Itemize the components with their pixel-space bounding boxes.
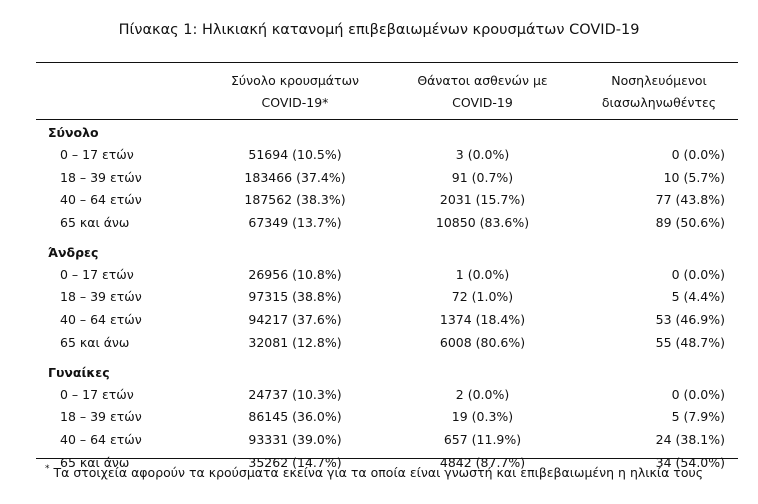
age-group-label: 18 – 39 ετών xyxy=(60,409,142,425)
age-group-label: 18 – 39 ετών xyxy=(60,169,142,185)
top-rule xyxy=(36,62,738,63)
deaths-cell: 91 (0.7%) xyxy=(451,169,514,185)
intubated-cell: 0 (0.0%) xyxy=(671,266,725,282)
deaths-cell: 10850 (83.6%) xyxy=(435,215,530,231)
column-header-line: COVID-19* xyxy=(261,95,329,110)
age-group-label: 65 και άνω xyxy=(60,334,130,350)
footnote-text: Τα στοιχεία αφορούν τα κρούσματα εκείνα … xyxy=(49,465,704,481)
intubated-cell: 77 (43.8%) xyxy=(655,192,725,208)
total-cases-cell: 26956 (10.8%) xyxy=(248,266,342,282)
table-title: Πίνακας 1: Ηλικιακή κατανομή επιβεβαιωμέ… xyxy=(118,22,640,38)
age-group-label: 40 – 64 ετών xyxy=(60,192,142,208)
column-header-line: Νοσηλευόμενοι xyxy=(611,73,707,88)
age-group-label: 40 – 64 ετών xyxy=(60,431,142,447)
deaths-cell: 6008 (80.6%) xyxy=(439,334,526,350)
table-row: 65 και άνω 67349 (13.7%) 10850 (83.6%) 89 (… xyxy=(36,212,738,235)
deaths-cell: 2031 (15.7%) xyxy=(439,192,526,208)
group-title: Σύνολο xyxy=(48,125,99,140)
intubated-cell: 55 (48.7%) xyxy=(655,334,725,350)
table-row: 0 – 17 ετών 26956 (10.8%) 1 (0.0%) 0 (0.0%) xyxy=(36,264,738,287)
deaths-cell: 19 (0.3%) xyxy=(451,409,514,425)
bottom-rule xyxy=(36,458,738,459)
deaths-cell: 3 (0.0%) xyxy=(455,147,510,162)
column-header-line: διασωληνωθέντες xyxy=(601,95,717,110)
footnote: * Τα στοιχεία αφορούν τα κρούσματα εκείν… xyxy=(45,464,704,481)
table-row: 65 και άνω 32081 (12.8%) 6008 (80.6%) 55 (4… xyxy=(36,332,738,355)
total-cases-cell: 51694 (10.5%) xyxy=(248,147,342,162)
age-group-label: 0 – 17 ετών xyxy=(60,386,134,402)
header-rule xyxy=(36,119,738,120)
intubated-cell: 5 (7.9%) xyxy=(671,409,725,425)
column-header-deaths: Θάνατοι ασθενών με COVID-19 xyxy=(385,70,580,114)
intubated-cell: 0 (0.0%) xyxy=(671,147,725,162)
total-cases-cell: 187562 (38.3%) xyxy=(244,192,346,208)
deaths-cell: 1374 (18.4%) xyxy=(439,312,526,328)
age-group-label: 18 – 39 ετών xyxy=(60,289,142,305)
deaths-cell: 2 (0.0%) xyxy=(455,386,510,402)
group-title: Γυναίκες xyxy=(48,364,110,380)
age-group-label: 65 και άνω xyxy=(60,215,130,231)
column-header-total-cases: Σύνολο κρουσμάτων COVID-19* xyxy=(205,70,385,114)
age-group-label: 40 – 64 ετών xyxy=(60,312,142,328)
table-row: 0 – 17 ετών 51694 (10.5%) 3 (0.0%) 0 (0.0%) xyxy=(36,144,738,167)
table-row: 40 – 64 ετών 94217 (37.6%) 1374 (18.4%) 53 … xyxy=(36,309,738,332)
total-cases-cell: 86145 (36.0%) xyxy=(248,409,342,425)
intubated-cell: 89 (50.6%) xyxy=(655,215,725,231)
group-title: Άνδρες xyxy=(48,244,99,260)
table-row: 40 – 64 ετών 93331 (39.0%) 657 (11.9%) 24 (… xyxy=(36,429,738,452)
column-header-line: Σύνολο κρουσμάτων xyxy=(230,73,360,88)
table-row: 18 – 39 ετών 97315 (38.8%) 72 (1.0%) 5 (4.4… xyxy=(36,286,738,309)
total-cases-cell: 24737 (10.3%) xyxy=(248,386,342,402)
table-row: 40 – 64 ετών 187562 (38.3%) 2031 (15.7%) 77… xyxy=(36,189,738,212)
total-cases-cell: 32081 (12.8%) xyxy=(248,334,342,350)
table-body: Σύνολο 0 – 17 ετών 51694 (10.5%) 3 (0.0%) 0 … xyxy=(36,121,738,474)
table-row: 18 – 39 ετών 86145 (36.0%) 19 (0.3%) 5 (7.9… xyxy=(36,406,738,429)
total-cases-cell: 97315 (38.8%) xyxy=(248,289,342,305)
intubated-cell: 24 (38.1%) xyxy=(655,431,725,447)
total-cases-cell: 94217 (37.6%) xyxy=(248,312,342,328)
deaths-cell: 657 (11.9%) xyxy=(443,431,522,447)
age-group-label: 0 – 17 ετών xyxy=(60,266,134,282)
deaths-cell: 1 (0.0%) xyxy=(455,266,510,282)
footnote-mark: * xyxy=(45,464,50,474)
table-row: 18 – 39 ετών 183466 (37.4%) 91 (0.7%) 10 (5… xyxy=(36,167,738,190)
age-group-label: 0 – 17 ετών xyxy=(60,147,134,162)
column-header-line: COVID-19 xyxy=(452,95,513,110)
total-cases-cell: 183466 (37.4%) xyxy=(244,169,346,185)
intubated-cell: 10 (5.7%) xyxy=(663,169,725,185)
deaths-cell: 72 (1.0%) xyxy=(451,289,514,305)
intubated-cell: 5 (4.4%) xyxy=(671,289,725,305)
intubated-cell: 53 (46.9%) xyxy=(655,312,725,328)
column-header-line: Θάνατοι ασθενών με xyxy=(417,73,548,88)
table-row: 0 – 17 ετών 24737 (10.3%) 2 (0.0%) 0 (0.0%) xyxy=(36,384,738,407)
intubated-cell: 0 (0.0%) xyxy=(671,386,725,402)
column-header-intubated: Νοσηλευόμενοι διασωληνωθέντες xyxy=(580,70,738,114)
total-cases-cell: 67349 (13.7%) xyxy=(248,215,342,231)
total-cases-cell: 93331 (39.0%) xyxy=(248,431,342,447)
